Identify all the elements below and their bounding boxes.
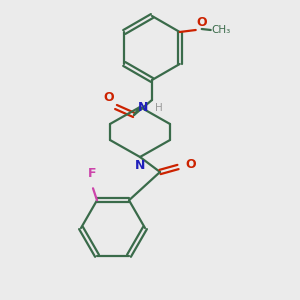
Text: N: N xyxy=(135,159,145,172)
Text: O: O xyxy=(185,158,196,172)
Text: F: F xyxy=(88,167,96,180)
Text: H: H xyxy=(155,103,163,113)
Text: O: O xyxy=(197,16,207,29)
Text: N: N xyxy=(138,101,148,114)
Text: O: O xyxy=(104,91,114,104)
Text: CH₃: CH₃ xyxy=(212,25,231,35)
